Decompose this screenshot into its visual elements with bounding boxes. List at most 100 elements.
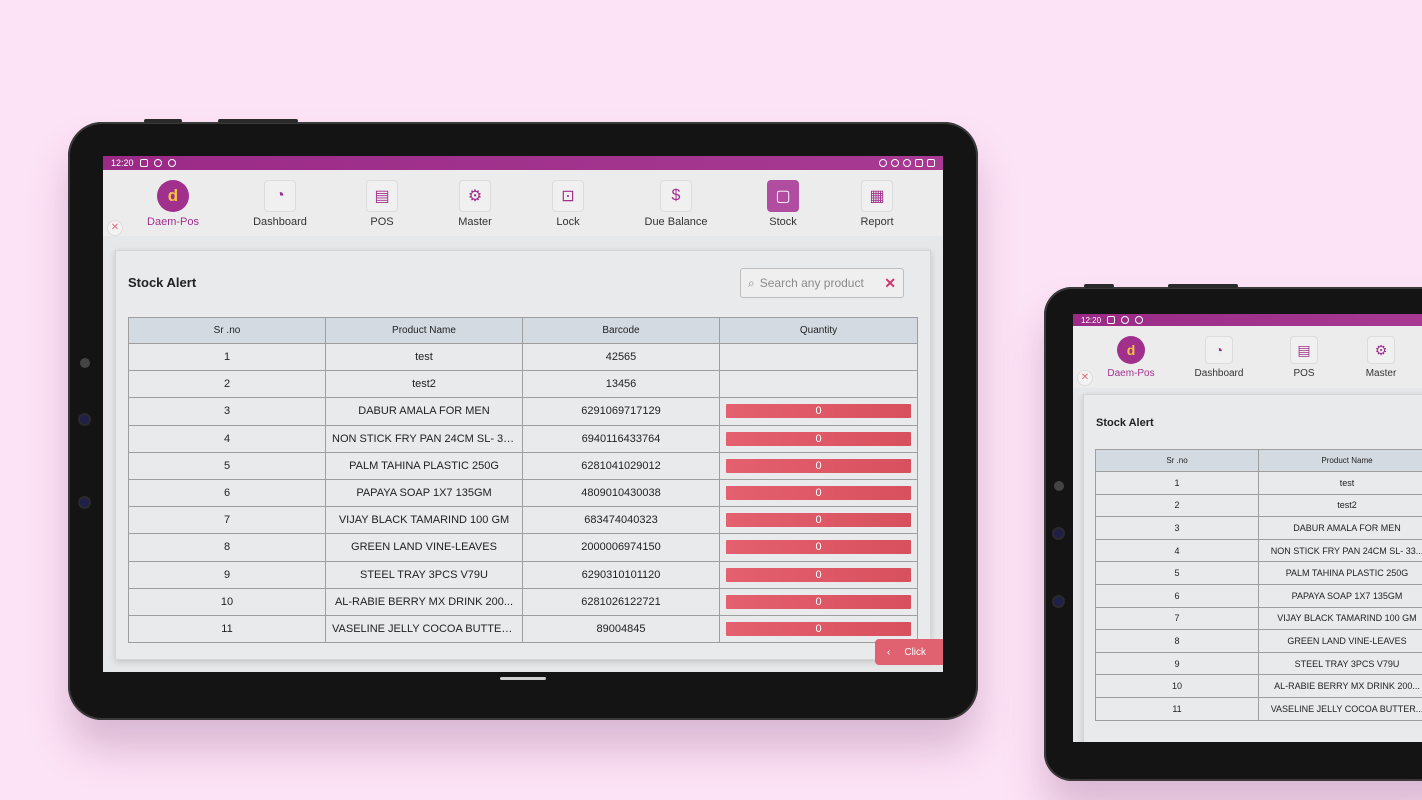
due-balance-icon: $: [660, 180, 692, 212]
table-row[interactable]: 8 GREEN LAND VINE-LEAVES 2000006974150 0: [128, 533, 918, 562]
table-row[interactable]: 2 test2 13456: [128, 370, 918, 399]
table-row[interactable]: 5 PALM TAHINA PLASTIC 250G: [1095, 561, 1422, 585]
nav-due-balance[interactable]: $ Due Balance: [631, 180, 721, 228]
status-time: 12:20: [111, 158, 134, 168]
table-row[interactable]: 7 VIJAY BLACK TAMARIND 100 GM 683474040323…: [128, 506, 918, 535]
table-row[interactable]: 9 STEEL TRAY 3PCS V79U: [1095, 651, 1422, 676]
product-name-cell: STEEL TRAY 3PCS V79U: [325, 560, 523, 589]
product-name-cell: test: [325, 342, 523, 372]
stock-table: Sr .no Product Name 1 test 2 test2 3 DABUR AM…: [1095, 449, 1422, 721]
wifi-icon: [915, 159, 923, 167]
barcode-cell: 6281041029012: [522, 451, 720, 480]
search-input[interactable]: ⌕ Search any product ✕: [740, 268, 904, 298]
sr-no-cell: 7: [128, 506, 326, 535]
pos-terminal-icon: ▤: [366, 180, 398, 212]
chevron-left-icon: ‹: [887, 646, 891, 658]
nav-report[interactable]: ▦ Report: [832, 180, 922, 228]
product-name-cell: VIJAY BLACK TAMARIND 100 GM: [325, 506, 523, 535]
sr-no-cell: 5: [1095, 561, 1259, 585]
column-header: Barcode: [522, 317, 720, 344]
sr-no-cell: 2: [128, 370, 326, 399]
quantity-cell: 0: [719, 478, 918, 508]
table-row[interactable]: 11 VASELINE JELLY COCOA BUTTER...: [1095, 696, 1422, 721]
table-row[interactable]: 8 GREEN LAND VINE-LEAVES: [1095, 629, 1422, 653]
mute-icon: [891, 159, 899, 167]
column-header: Sr .no: [1095, 449, 1259, 472]
table-row[interactable]: 10 AL-RABIE BERRY MX DRINK 200...: [1095, 674, 1422, 698]
sr-no-cell: 7: [1095, 606, 1259, 631]
fan-icon: [1121, 316, 1130, 324]
sr-no-cell: 5: [128, 451, 326, 480]
table-row[interactable]: 7 VIJAY BLACK TAMARIND 100 GM: [1095, 606, 1422, 631]
nav-master[interactable]: ⚙ Master: [1336, 336, 1422, 379]
table-row[interactable]: 6 PAPAYA SOAP 1X7 135GM 4809010430038 0: [128, 478, 918, 508]
table-row[interactable]: 4 NON STICK FRY PAN 24CM SL- 33...: [1095, 538, 1422, 563]
nav-lock[interactable]: ⊡ Lock: [523, 180, 613, 228]
nav-daem-pos[interactable]: d Daem-Pos: [1086, 336, 1176, 379]
sr-no-cell: 6: [128, 478, 326, 508]
product-name-cell: test2: [325, 370, 523, 399]
low-stock-badge: 0: [726, 458, 911, 473]
table-row[interactable]: 6 PAPAYA SOAP 1X7 135GM: [1095, 583, 1422, 608]
sync-icon: [167, 159, 176, 167]
barcode-cell: 6940116433764: [522, 424, 720, 453]
low-stock-badge: 0: [726, 621, 911, 636]
close-icon[interactable]: ✕: [107, 220, 123, 236]
tablet-main: 12:20 ✕ d Daem-Pos ◔ Dashboard: [68, 119, 978, 720]
barcode-cell: 6291069717129: [522, 397, 720, 426]
page-title: Stock Alert: [1096, 417, 1154, 429]
low-stock-badge: 0: [726, 404, 911, 419]
table-row[interactable]: 1 test: [1095, 471, 1422, 495]
low-stock-badge: 0: [726, 540, 911, 555]
nav-label: Dashboard: [253, 216, 307, 228]
clear-search-icon[interactable]: ✕: [884, 274, 896, 291]
master-gear-icon: ⚙: [1367, 336, 1395, 364]
page-title: Stock Alert: [128, 275, 197, 290]
barcode-cell: 6281026122721: [522, 587, 720, 616]
nav-dashboard[interactable]: ◔ Dashboard: [235, 180, 325, 228]
sr-no-cell: 11: [1095, 696, 1259, 721]
table-row[interactable]: 4 NON STICK FRY PAN 24CM SL- 33... 6940116…: [128, 424, 918, 453]
click-button[interactable]: ‹ Click: [875, 639, 943, 665]
low-stock-badge: 0: [726, 486, 911, 501]
lock-icon: ⊡: [552, 180, 584, 212]
screen: 12:20 ✕ d Daem-Pos ◔ Dashboard: [103, 156, 943, 672]
nav-pos[interactable]: ▤ POS: [1259, 336, 1349, 379]
product-name-cell: DABUR AMALA FOR MEN: [1258, 516, 1422, 540]
product-name-cell: PALM TAHINA PLASTIC 250G: [1258, 561, 1422, 585]
product-name-cell: DABUR AMALA FOR MEN: [325, 397, 523, 426]
column-header: Sr .no: [128, 317, 326, 344]
dnd-icon: [903, 159, 911, 167]
table-row[interactable]: 10 AL-RABIE BERRY MX DRINK 200... 62810261…: [128, 587, 918, 616]
close-icon[interactable]: ✕: [1077, 370, 1093, 386]
nav-master[interactable]: ⚙ Master: [430, 180, 520, 228]
table-row[interactable]: 5 PALM TAHINA PLASTIC 250G 6281041029012 0: [128, 451, 918, 480]
nav-daem-pos[interactable]: d Daem-Pos: [128, 180, 218, 228]
sr-no-cell: 11: [128, 614, 326, 644]
stock-alert-card: Stock Alert Sr .no Product Name 1 test 2 te…: [1083, 394, 1422, 742]
table-row[interactable]: 1 test 42565: [128, 342, 918, 372]
table-row[interactable]: 3 DABUR AMALA FOR MEN: [1095, 516, 1422, 540]
table-row[interactable]: 11 VASELINE JELLY COCOA BUTTER... 89004845…: [128, 614, 918, 644]
product-name-cell: VASELINE JELLY COCOA BUTTER...: [1258, 696, 1422, 721]
quantity-cell: 0: [719, 397, 918, 426]
quantity-cell: 0: [719, 587, 918, 616]
low-stock-badge: 0: [726, 567, 911, 582]
table-row[interactable]: 9 STEEL TRAY 3PCS V79U 6290310101120 0: [128, 560, 918, 589]
barcode-cell: 2000006974150: [522, 533, 720, 562]
nav-pos[interactable]: ▤ POS: [337, 180, 427, 228]
nav-dashboard[interactable]: ◔ Dashboard: [1174, 336, 1264, 379]
quantity-cell: 0: [719, 614, 918, 644]
power-button: [1168, 284, 1238, 288]
nav-label: Master: [458, 216, 492, 228]
product-name-cell: AL-RABIE BERRY MX DRINK 200...: [325, 587, 523, 616]
sensor: [1054, 529, 1063, 538]
table-row[interactable]: 2 test2: [1095, 493, 1422, 518]
nav-stock[interactable]: ▢ Stock: [738, 180, 828, 228]
daem-pos-logo-icon: d: [1117, 336, 1145, 364]
table-row[interactable]: 3 DABUR AMALA FOR MEN 6291069717129 0: [128, 397, 918, 426]
sr-no-cell: 9: [128, 560, 326, 589]
quantity-cell: 0: [719, 424, 918, 453]
nav-label: POS: [370, 216, 394, 228]
home-indicator: [500, 677, 546, 680]
